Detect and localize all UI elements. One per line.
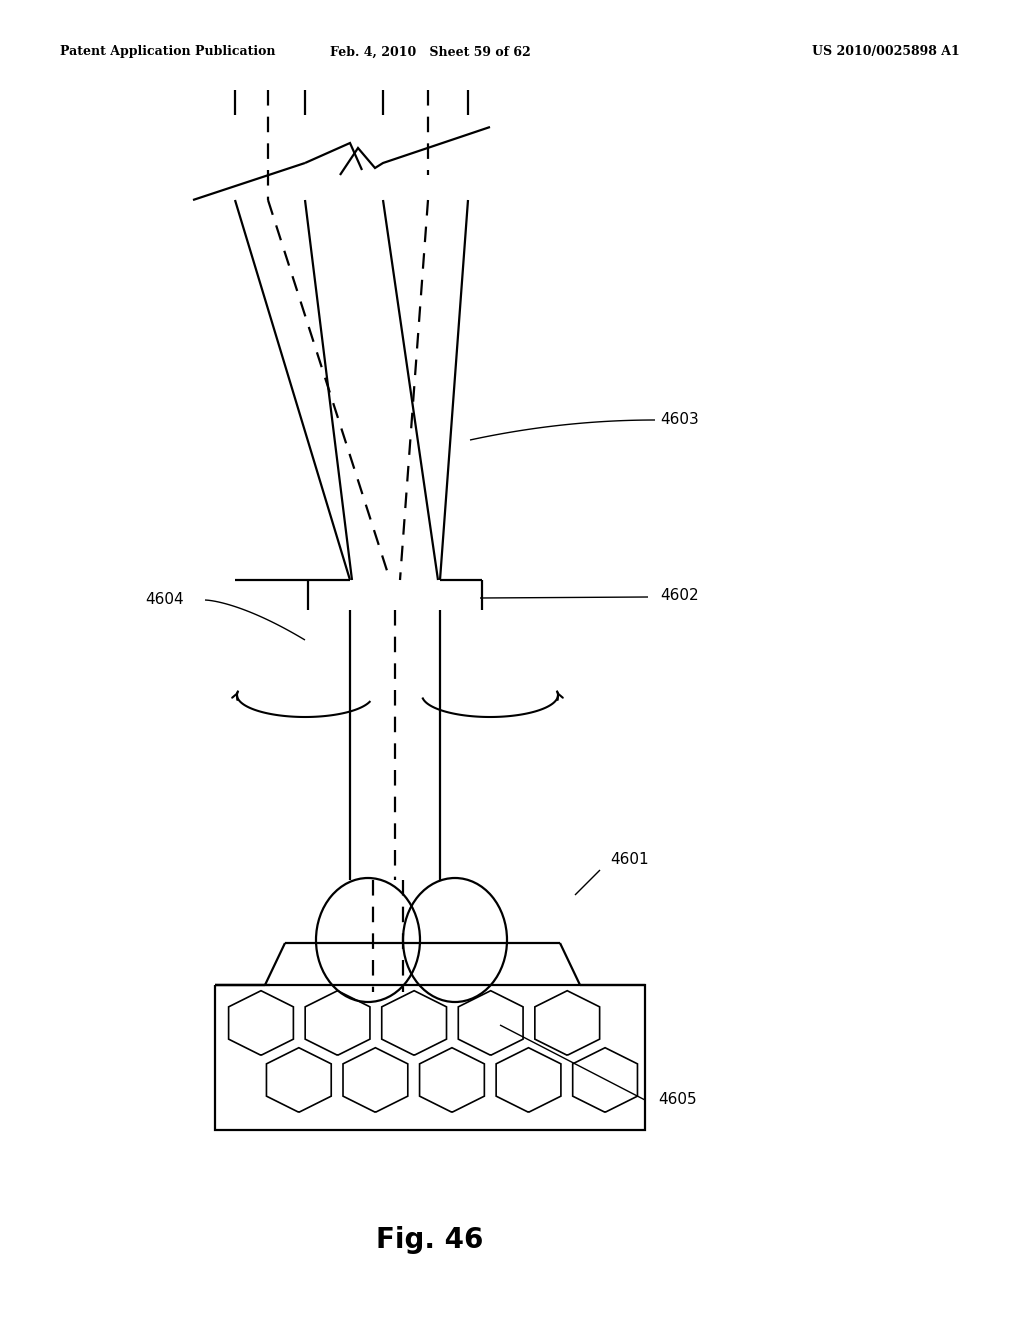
Text: 4604: 4604 bbox=[145, 593, 183, 607]
Text: Patent Application Publication: Patent Application Publication bbox=[60, 45, 275, 58]
Text: 4601: 4601 bbox=[610, 853, 648, 867]
Text: 4603: 4603 bbox=[660, 412, 698, 428]
Text: Feb. 4, 2010   Sheet 59 of 62: Feb. 4, 2010 Sheet 59 of 62 bbox=[330, 45, 530, 58]
Text: Fig. 46: Fig. 46 bbox=[376, 1226, 483, 1254]
Text: 4605: 4605 bbox=[658, 1093, 696, 1107]
Text: US 2010/0025898 A1: US 2010/0025898 A1 bbox=[812, 45, 961, 58]
Text: 4602: 4602 bbox=[660, 587, 698, 602]
